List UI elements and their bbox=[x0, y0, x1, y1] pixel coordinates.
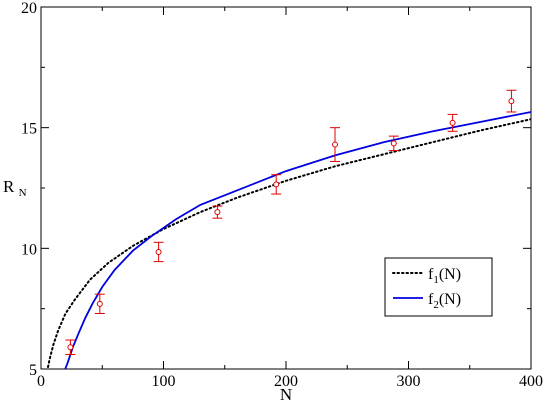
data-point bbox=[271, 174, 282, 195]
y-axis-label-main: R bbox=[3, 177, 15, 196]
y-tick-label: 5 bbox=[29, 362, 37, 379]
x-tick-label: 0 bbox=[37, 373, 45, 390]
data-marker bbox=[273, 181, 280, 188]
legend: f1(N) f2(N) bbox=[384, 257, 493, 317]
data-marker bbox=[96, 300, 103, 307]
x-axis-label: N bbox=[280, 385, 292, 403]
y-axis-label-sub: N bbox=[19, 187, 27, 199]
data-point bbox=[212, 205, 223, 219]
x-tick-label: 100 bbox=[152, 373, 176, 390]
plot-content bbox=[46, 89, 531, 369]
data-point bbox=[447, 113, 458, 132]
y-tick-label: 10 bbox=[21, 241, 37, 258]
x-tick-label: 200 bbox=[274, 373, 298, 390]
x-tick-label: 400 bbox=[519, 373, 543, 390]
data-point bbox=[94, 293, 105, 314]
series-line-f2 bbox=[64, 111, 531, 369]
data-point bbox=[153, 241, 164, 263]
data-marker bbox=[508, 98, 515, 105]
data-marker bbox=[214, 209, 221, 216]
data-point bbox=[506, 89, 517, 113]
data-marker bbox=[449, 119, 456, 126]
data-marker bbox=[390, 140, 397, 147]
series-line-f1 bbox=[46, 118, 531, 369]
data-point bbox=[65, 339, 76, 356]
y-tick-label: 15 bbox=[21, 121, 37, 138]
axis-tick-labels: 0 100 200 300 400 5 10 15 20 bbox=[21, 0, 543, 390]
legend-label-f2: f2(N) bbox=[428, 291, 461, 311]
axis-ticks bbox=[40, 6, 532, 370]
data-point bbox=[388, 135, 399, 152]
data-marker bbox=[67, 344, 74, 351]
legend-box bbox=[384, 257, 493, 317]
data-marker bbox=[332, 141, 338, 148]
data-point bbox=[330, 127, 340, 162]
y-tick-label: 20 bbox=[21, 0, 37, 17]
data-marker bbox=[155, 248, 162, 255]
x-tick-label: 300 bbox=[397, 373, 421, 390]
y-axis-label: R N bbox=[3, 177, 27, 199]
legend-label-f1: f1(N) bbox=[428, 266, 461, 286]
